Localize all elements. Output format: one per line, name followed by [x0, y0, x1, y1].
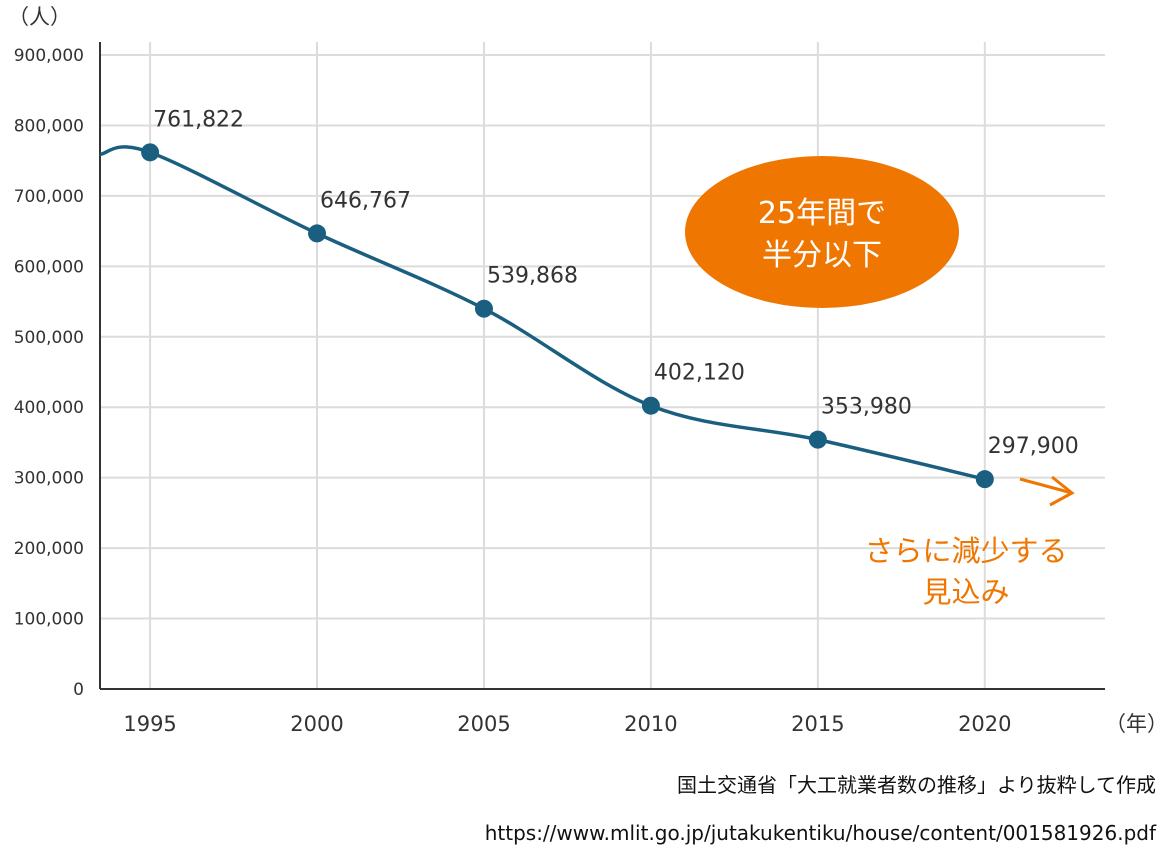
source-url: https://www.mlit.go.jp/jutakukentiku/hou…: [485, 821, 1157, 845]
x-unit-label: （年）: [1105, 712, 1160, 736]
data-point: [141, 143, 160, 162]
y-tick-label: 100,000: [14, 610, 84, 630]
y-tick-label: 500,000: [14, 328, 84, 348]
projection-annotation: さらに減少する 見込み: [864, 475, 1075, 609]
y-tick-label: 0: [73, 680, 84, 700]
source-text: 国土交通省「大工就業者数の推移」より抜粋して作成: [677, 773, 1156, 797]
projection-text-2: 見込み: [922, 575, 1009, 609]
data-points: [141, 143, 994, 489]
data-label: 646,767: [320, 188, 411, 213]
data-point: [641, 396, 660, 415]
bubble-ellipse: [685, 156, 959, 308]
data-point: [308, 224, 327, 243]
data-label: 539,868: [487, 264, 578, 289]
x-tick-label: 2015: [791, 712, 844, 736]
bubble-annotation: 25年間で 半分以下: [685, 156, 959, 308]
x-axis-ticks: 1995 2000 2005 2010 2015 2020: [123, 712, 1011, 736]
x-tick-label: 2020: [958, 712, 1011, 736]
data-point: [975, 470, 994, 489]
y-tick-label: 900,000: [14, 46, 84, 66]
x-tick-label: 1995: [123, 712, 176, 736]
y-tick-label: 200,000: [14, 539, 84, 559]
y-tick-label: 400,000: [14, 398, 84, 418]
data-label: 761,822: [153, 107, 244, 132]
y-tick-label: 300,000: [14, 469, 84, 489]
data-point: [474, 299, 493, 318]
y-tick-label: 700,000: [14, 187, 84, 207]
data-point: [808, 430, 827, 449]
x-tick-label: 2000: [290, 712, 343, 736]
data-label: 297,900: [988, 434, 1079, 459]
y-unit-label: （人）: [8, 5, 71, 29]
bubble-text-1: 25年間で: [758, 196, 886, 231]
y-axis-ticks: 0 100,000 200,000 300,000 400,000 500,000 600,…: [14, 46, 84, 700]
data-label: 402,120: [654, 361, 745, 386]
grid: [100, 42, 1105, 689]
x-tick-label: 2005: [457, 712, 510, 736]
data-label: 353,980: [821, 395, 912, 420]
x-tick-label: 2010: [624, 712, 677, 736]
projection-text-1: さらに減少する: [864, 534, 1067, 568]
arrow-right-icon: [1019, 475, 1075, 507]
bubble-text-2: 半分以下: [762, 238, 882, 273]
y-tick-label: 600,000: [14, 257, 84, 277]
y-tick-label: 800,000: [14, 116, 84, 136]
data-labels: 761,822 646,767 539,868 402,120 353,980 297,9…: [153, 107, 1079, 459]
